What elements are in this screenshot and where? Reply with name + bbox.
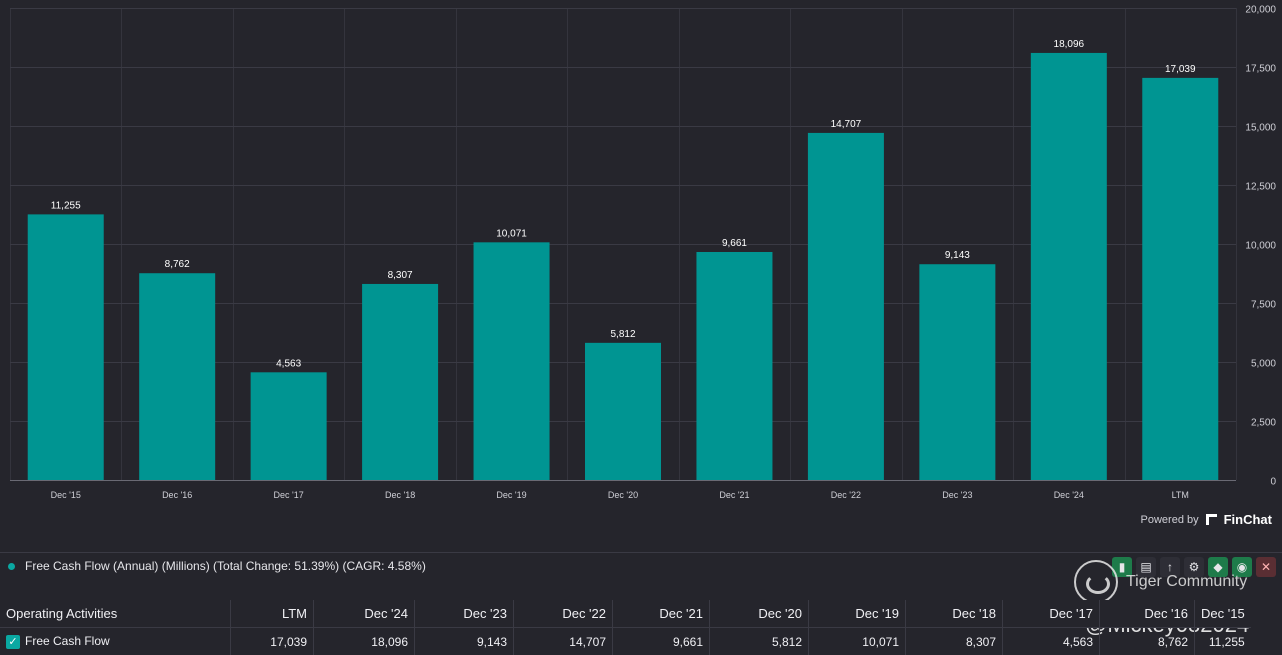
column-header[interactable]: Dec '15 — [1194, 600, 1251, 628]
finchat-brand: FinChat — [1223, 512, 1272, 527]
sort-icon[interactable]: ↑ — [1160, 557, 1180, 577]
column-header[interactable]: Dec '16 — [1099, 600, 1195, 628]
column-header[interactable]: LTM — [230, 600, 314, 628]
y-tick-label: 10,000 — [1245, 241, 1276, 252]
bar-value-label: 8,762 — [165, 259, 190, 270]
x-tick-label: Dec '19 — [496, 490, 526, 500]
bar — [250, 372, 327, 480]
table-cell: 8,762 — [1099, 627, 1195, 655]
legend-dot-icon — [8, 562, 15, 570]
bar-chart-icon[interactable]: ▮ — [1112, 557, 1132, 577]
bar-value-label: 18,096 — [1054, 39, 1085, 50]
divider — [0, 552, 1282, 553]
bar-value-label: 9,143 — [945, 250, 970, 261]
bar-value-label: 10,071 — [496, 228, 527, 239]
row-label: Free Cash Flow — [25, 634, 110, 649]
checkbox-icon[interactable]: ✓ — [6, 634, 20, 649]
x-tick-label: Dec '22 — [831, 490, 861, 500]
eye-icon[interactable]: ◉ — [1232, 557, 1252, 577]
y-tick-label: 15,000 — [1245, 123, 1276, 134]
x-tick-label: Dec '17 — [274, 490, 304, 500]
column-header[interactable]: Dec '17 — [1002, 600, 1100, 628]
table-cell: 9,661 — [612, 627, 710, 655]
bar-value-label: 4,563 — [276, 358, 301, 369]
bar-value-label: 11,255 — [51, 200, 81, 211]
x-tick-label: Dec '24 — [1054, 490, 1084, 500]
legend-label: Free Cash Flow (Annual) (Millions) (Tota… — [25, 559, 426, 573]
row-label-cell[interactable]: ✓ Free Cash Flow — [0, 627, 231, 655]
table-cell: 18,096 — [313, 627, 415, 655]
column-header[interactable]: Dec '18 — [905, 600, 1003, 628]
bar-value-label: 5,812 — [610, 329, 635, 340]
x-tick-label: Dec '20 — [608, 490, 638, 500]
table-header-row: Operating Activities LTM Dec '24 Dec '23… — [0, 600, 1251, 628]
table-row[interactable]: ✓ Free Cash Flow 17,039 18,096 9,143 14,7… — [0, 627, 1251, 655]
y-tick-label: 7,500 — [1251, 300, 1276, 311]
bar-value-label: 8,307 — [388, 270, 413, 281]
bar — [473, 242, 550, 480]
column-header[interactable]: Dec '24 — [313, 600, 415, 628]
y-tick-label: 5,000 — [1251, 359, 1276, 370]
x-tick-label: Dec '23 — [942, 490, 972, 500]
y-tick-label: 0 — [1270, 477, 1276, 488]
x-tick-label: Dec '16 — [162, 490, 192, 500]
column-header[interactable]: Dec '23 — [414, 600, 514, 628]
bar — [139, 273, 216, 480]
bar — [585, 342, 661, 480]
chart-toolbar: ▮ ▤ ↑ ⚙ ◆ ◉ ✕ — [1112, 557, 1276, 577]
y-tick-label: 2,500 — [1251, 418, 1276, 429]
x-tick-label: LTM — [1172, 490, 1189, 500]
table-cell: 11,255 — [1208, 634, 1245, 649]
column-header[interactable]: Dec '22 — [513, 600, 613, 628]
column-header[interactable]: Dec '19 — [808, 600, 906, 628]
stacked-bars-icon[interactable]: ▤ — [1136, 557, 1156, 577]
watermark-text: Tiger Community — [1126, 573, 1248, 590]
x-tick-label: Dec '21 — [719, 490, 749, 500]
close-icon[interactable]: ✕ — [1256, 557, 1276, 577]
bar — [807, 132, 884, 480]
bar-value-label: 9,661 — [722, 238, 747, 249]
gear-icon[interactable]: ⚙ — [1184, 557, 1204, 577]
powered-by-label: Powered by — [1140, 513, 1199, 526]
legend[interactable]: Free Cash Flow (Annual) (Millions) (Tota… — [8, 559, 426, 573]
watermark: Tiger Community — [1074, 560, 1247, 604]
finchat-logo-icon — [1205, 513, 1218, 526]
y-tick-label: 12,500 — [1245, 182, 1276, 193]
bar — [27, 214, 104, 480]
table-header-label: Operating Activities — [0, 600, 231, 628]
bar — [919, 264, 996, 480]
financial-table: Operating Activities LTM Dec '24 Dec '23… — [0, 600, 1251, 655]
bar — [1142, 77, 1219, 480]
table-cell: 10,071 — [808, 627, 906, 655]
column-header[interactable]: Dec '21 — [612, 600, 710, 628]
bar-value-label: 17,039 — [1165, 64, 1196, 75]
y-tick-label: 17,500 — [1245, 64, 1276, 75]
table-cell: 5,812 — [709, 627, 809, 655]
y-tick-label: 20,000 — [1245, 5, 1276, 16]
bar — [696, 252, 773, 480]
column-header[interactable]: Dec '20 — [709, 600, 809, 628]
table-cell: 17,039 — [230, 627, 314, 655]
tag-icon[interactable]: ◆ — [1208, 557, 1228, 577]
table-cell: 9,143 — [414, 627, 514, 655]
bar-value-label: 14,707 — [831, 119, 862, 130]
x-tick-label: Dec '18 — [385, 490, 415, 500]
table-cell: 8,307 — [905, 627, 1003, 655]
bar — [362, 283, 439, 480]
table-cell: 14,707 — [513, 627, 613, 655]
table-cell: 4,563 — [1002, 627, 1100, 655]
bar-chart: 0 2,500 5,000 7,500 10,000 12,500 15,000 17,500… — [10, 5, 1276, 500]
bar — [1030, 52, 1107, 481]
tiger-logo-icon — [1074, 560, 1118, 604]
x-tick-label: Dec '15 — [51, 490, 81, 500]
powered-by[interactable]: Powered by FinChat — [1141, 512, 1272, 527]
